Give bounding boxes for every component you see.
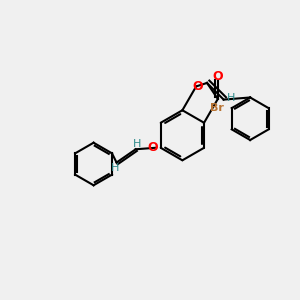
Text: Br: Br [211, 103, 224, 113]
Text: O: O [147, 141, 158, 154]
Text: H: H [111, 163, 119, 173]
Text: H: H [226, 93, 235, 103]
Text: O: O [212, 70, 223, 83]
Text: H: H [133, 139, 141, 149]
Text: O: O [192, 80, 203, 93]
